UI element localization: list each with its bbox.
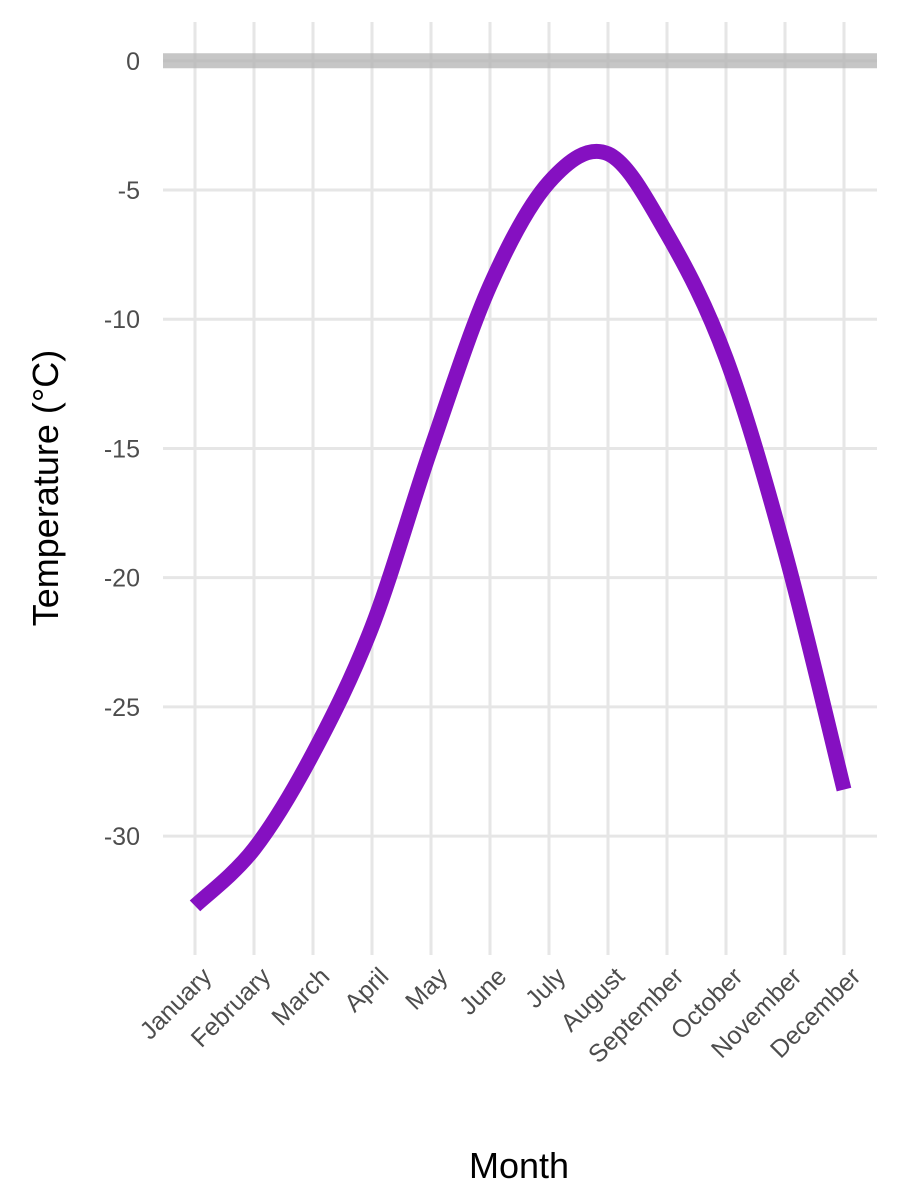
x-tick-label: April bbox=[339, 962, 394, 1017]
data-point bbox=[837, 782, 852, 797]
y-tick-label: -30 bbox=[104, 823, 140, 851]
y-tick-label: -10 bbox=[104, 306, 140, 334]
data-point bbox=[424, 441, 439, 456]
data-point bbox=[778, 544, 793, 559]
y-tick-label: 0 bbox=[126, 48, 140, 76]
data-point bbox=[188, 898, 203, 913]
data-point bbox=[542, 175, 557, 190]
grid-lines bbox=[163, 22, 877, 955]
series-lines bbox=[188, 143, 852, 913]
x-tick-label: March bbox=[266, 962, 335, 1031]
data-point bbox=[247, 842, 262, 857]
data-point bbox=[483, 278, 498, 293]
y-axis-tick-labels: 0 -5 -10 -15 -20 -25 -30 bbox=[104, 48, 140, 851]
data-point bbox=[306, 746, 321, 761]
y-tick-label: -5 bbox=[118, 177, 140, 205]
x-tick-label: July bbox=[520, 962, 572, 1014]
data-point bbox=[719, 350, 734, 365]
y-tick-label: -25 bbox=[104, 694, 140, 722]
data-point bbox=[365, 619, 380, 634]
y-axis-title: Temperature (°C) bbox=[25, 350, 66, 626]
x-tick-label: June bbox=[454, 962, 512, 1020]
y-tick-label: -20 bbox=[104, 565, 140, 593]
y-tick-label: -15 bbox=[104, 435, 140, 463]
x-tick-label: May bbox=[400, 962, 454, 1016]
x-axis-title: Month bbox=[469, 1145, 569, 1186]
data-point bbox=[601, 146, 616, 161]
temperature-series-line bbox=[189, 143, 852, 912]
data-point bbox=[660, 226, 675, 241]
